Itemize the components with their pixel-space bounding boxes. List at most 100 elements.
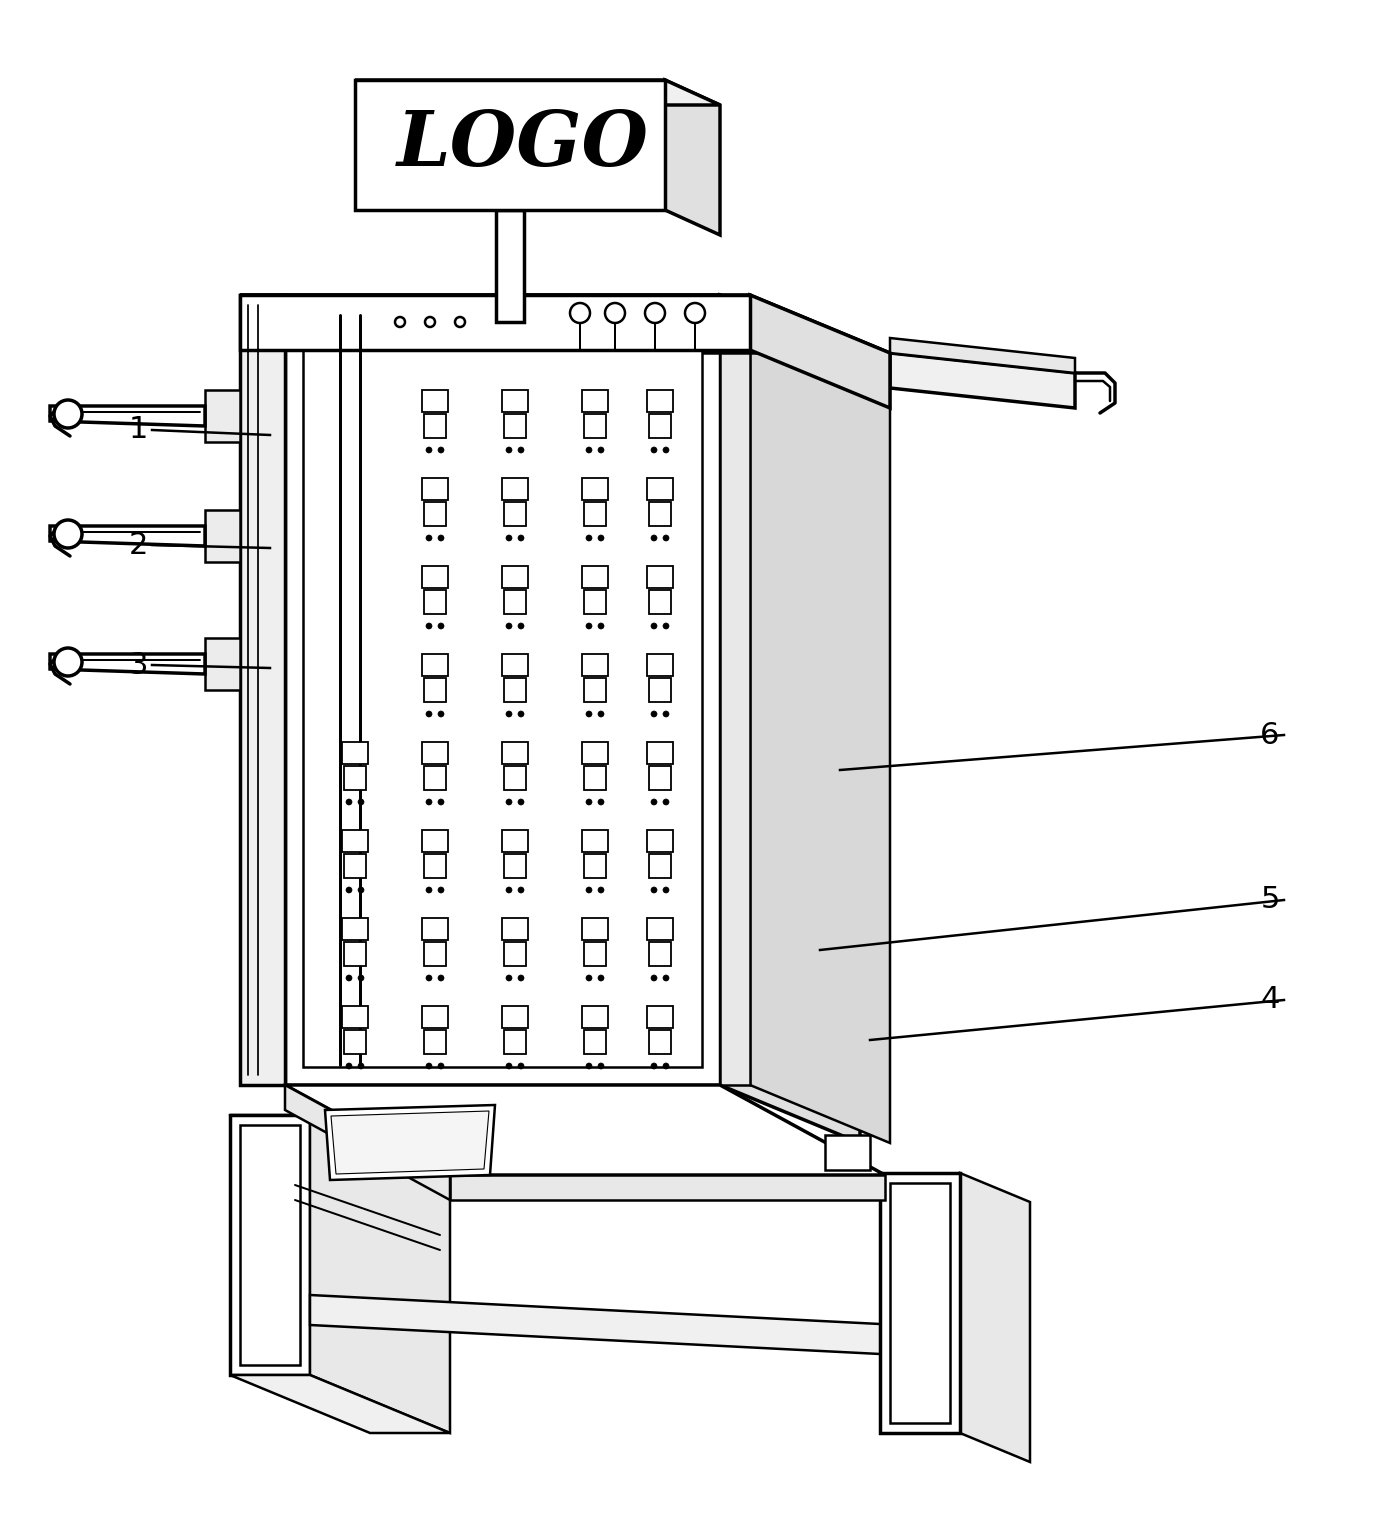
Circle shape (686, 302, 705, 324)
Polygon shape (646, 742, 673, 765)
Circle shape (438, 888, 443, 894)
Circle shape (597, 535, 604, 541)
Polygon shape (341, 1006, 368, 1028)
Circle shape (427, 974, 432, 980)
Polygon shape (422, 565, 448, 588)
Polygon shape (582, 391, 609, 412)
Polygon shape (502, 477, 527, 500)
Polygon shape (583, 678, 606, 702)
Circle shape (427, 1062, 432, 1069)
Circle shape (358, 800, 364, 806)
Polygon shape (422, 742, 448, 765)
Circle shape (597, 447, 604, 453)
Circle shape (358, 974, 364, 980)
Polygon shape (646, 391, 673, 412)
Circle shape (438, 711, 443, 717)
Polygon shape (665, 81, 720, 236)
Polygon shape (646, 565, 673, 588)
Circle shape (438, 447, 443, 453)
Circle shape (651, 447, 658, 453)
Polygon shape (583, 590, 606, 614)
Polygon shape (649, 766, 672, 790)
Polygon shape (890, 337, 1074, 372)
Text: 2: 2 (129, 530, 148, 559)
Circle shape (586, 800, 592, 806)
Text: LOGO: LOGO (397, 108, 649, 182)
Polygon shape (285, 1085, 450, 1199)
Circle shape (663, 711, 669, 717)
Circle shape (663, 974, 669, 980)
Circle shape (518, 888, 525, 894)
Polygon shape (646, 477, 673, 500)
Polygon shape (241, 295, 890, 353)
Circle shape (438, 535, 443, 541)
Polygon shape (646, 1006, 673, 1028)
Polygon shape (424, 502, 446, 526)
Circle shape (438, 800, 443, 806)
Polygon shape (355, 81, 665, 210)
Polygon shape (583, 854, 606, 879)
Polygon shape (502, 654, 527, 676)
Circle shape (346, 974, 353, 980)
Circle shape (427, 447, 432, 453)
Polygon shape (450, 1175, 886, 1199)
Polygon shape (582, 830, 609, 853)
Circle shape (651, 888, 658, 894)
Polygon shape (206, 638, 241, 690)
Circle shape (597, 623, 604, 629)
Circle shape (438, 1062, 443, 1069)
Polygon shape (304, 313, 702, 1067)
Circle shape (518, 535, 525, 541)
Polygon shape (344, 1031, 367, 1053)
Polygon shape (646, 654, 673, 676)
Polygon shape (649, 678, 672, 702)
Polygon shape (750, 295, 890, 1143)
Circle shape (518, 800, 525, 806)
Polygon shape (649, 942, 672, 967)
Circle shape (506, 974, 512, 980)
Circle shape (427, 535, 432, 541)
Polygon shape (497, 210, 525, 322)
Circle shape (663, 800, 669, 806)
Polygon shape (720, 295, 750, 1085)
Polygon shape (583, 766, 606, 790)
Polygon shape (422, 830, 448, 853)
Circle shape (597, 711, 604, 717)
Polygon shape (344, 766, 367, 790)
Polygon shape (502, 1006, 527, 1028)
Polygon shape (502, 742, 527, 765)
Circle shape (586, 623, 592, 629)
Polygon shape (344, 942, 367, 967)
Circle shape (569, 302, 590, 324)
Polygon shape (750, 295, 890, 407)
Circle shape (358, 1062, 364, 1069)
Polygon shape (241, 295, 750, 350)
Polygon shape (504, 854, 526, 879)
Polygon shape (502, 565, 527, 588)
Polygon shape (424, 854, 446, 879)
Circle shape (506, 711, 512, 717)
Polygon shape (422, 477, 448, 500)
Circle shape (518, 974, 525, 980)
Circle shape (427, 711, 432, 717)
Text: 6: 6 (1260, 720, 1280, 749)
Circle shape (597, 1062, 604, 1069)
Circle shape (651, 800, 658, 806)
Polygon shape (206, 391, 241, 442)
Polygon shape (890, 1183, 950, 1423)
Circle shape (663, 1062, 669, 1069)
Polygon shape (720, 295, 890, 353)
Polygon shape (649, 1031, 672, 1053)
Polygon shape (960, 1173, 1030, 1462)
Circle shape (506, 535, 512, 541)
Polygon shape (311, 1295, 880, 1354)
Polygon shape (341, 742, 368, 765)
Polygon shape (424, 766, 446, 790)
Circle shape (358, 888, 364, 894)
Polygon shape (332, 1111, 490, 1173)
Polygon shape (582, 742, 609, 765)
Circle shape (651, 535, 658, 541)
Polygon shape (582, 477, 609, 500)
Polygon shape (206, 511, 241, 562)
Circle shape (55, 648, 83, 676)
